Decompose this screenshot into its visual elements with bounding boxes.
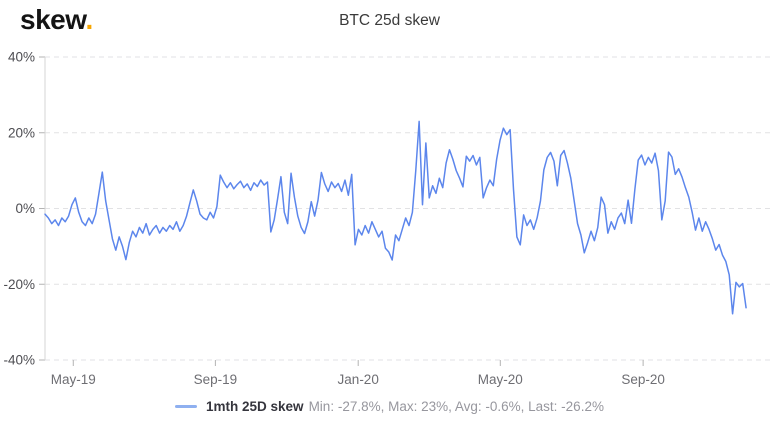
series-line-1mth-25d-skew bbox=[44, 120, 747, 315]
x-axis-label: Sep-20 bbox=[621, 372, 665, 387]
y-axis-label: -20% bbox=[3, 277, 35, 292]
series-stats-text: Min: -27.8%, Max: 23%, Avg: -0.6%, Last:… bbox=[308, 399, 604, 414]
skew-logo[interactable]: skew. bbox=[20, 4, 93, 36]
btc-25d-skew-line-chart[interactable]: 40% 20% 0% -20% -40% May-19 Sep-19 Jan-20 May-20… bbox=[0, 50, 779, 395]
x-axis-label: May-20 bbox=[478, 372, 523, 387]
x-axis-label: Sep-19 bbox=[194, 372, 238, 387]
chart-legend-item[interactable]: 1mth 25D skew Min: -27.8%, Max: 23%, Avg… bbox=[0, 399, 779, 414]
skew-logo-dot: . bbox=[85, 4, 93, 35]
x-axis-label: Jan-20 bbox=[338, 372, 379, 387]
skew-logo-text: skew bbox=[20, 4, 86, 35]
y-axis-label: 0% bbox=[15, 201, 35, 216]
x-axis-label: May-19 bbox=[51, 372, 96, 387]
y-axis-label: 40% bbox=[8, 50, 35, 65]
chart-title: BTC 25d skew bbox=[339, 12, 440, 29]
y-axis-label: 20% bbox=[8, 125, 35, 140]
series-color-marker bbox=[175, 405, 198, 408]
y-axis-label: -40% bbox=[3, 353, 35, 368]
series-name-label: 1mth 25D skew bbox=[206, 399, 304, 414]
